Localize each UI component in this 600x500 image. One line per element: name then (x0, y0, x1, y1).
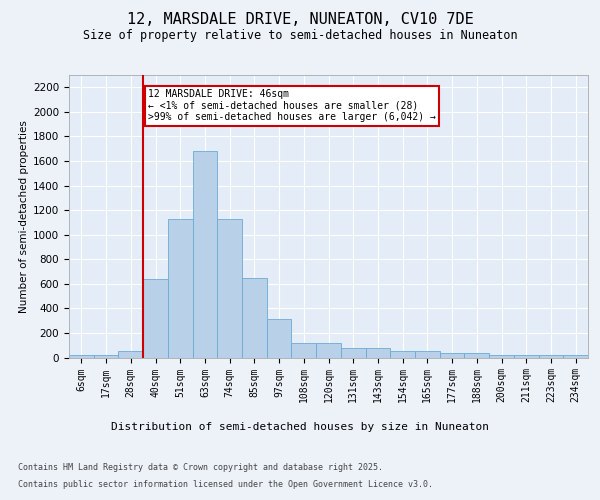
Text: 12, MARSDALE DRIVE, NUNEATON, CV10 7DE: 12, MARSDALE DRIVE, NUNEATON, CV10 7DE (127, 12, 473, 28)
Bar (464, 352, 489, 358)
Bar (489, 355, 514, 358)
Bar (440, 352, 464, 358)
Bar (118, 352, 143, 358)
Bar (193, 151, 217, 358)
Bar (415, 352, 440, 358)
Bar (168, 218, 193, 358)
Bar (514, 355, 539, 358)
Bar (143, 279, 168, 357)
Bar (94, 355, 118, 358)
Bar (563, 355, 588, 358)
Bar (316, 344, 341, 357)
Text: Distribution of semi-detached houses by size in Nuneaton: Distribution of semi-detached houses by … (111, 422, 489, 432)
Bar (390, 352, 415, 358)
Bar (267, 320, 292, 358)
Bar (341, 348, 365, 358)
Bar (217, 218, 242, 358)
Bar (292, 344, 316, 357)
Text: 12 MARSDALE DRIVE: 46sqm
← <1% of semi-detached houses are smaller (28)
>99% of : 12 MARSDALE DRIVE: 46sqm ← <1% of semi-d… (148, 89, 436, 122)
Y-axis label: Number of semi-detached properties: Number of semi-detached properties (19, 120, 29, 312)
Text: Size of property relative to semi-detached houses in Nuneaton: Size of property relative to semi-detach… (83, 28, 517, 42)
Bar (539, 355, 563, 358)
Text: Contains HM Land Registry data © Crown copyright and database right 2025.: Contains HM Land Registry data © Crown c… (18, 464, 383, 472)
Bar (365, 348, 390, 358)
Text: Contains public sector information licensed under the Open Government Licence v3: Contains public sector information licen… (18, 480, 433, 489)
Bar (69, 355, 94, 358)
Bar (242, 278, 267, 357)
